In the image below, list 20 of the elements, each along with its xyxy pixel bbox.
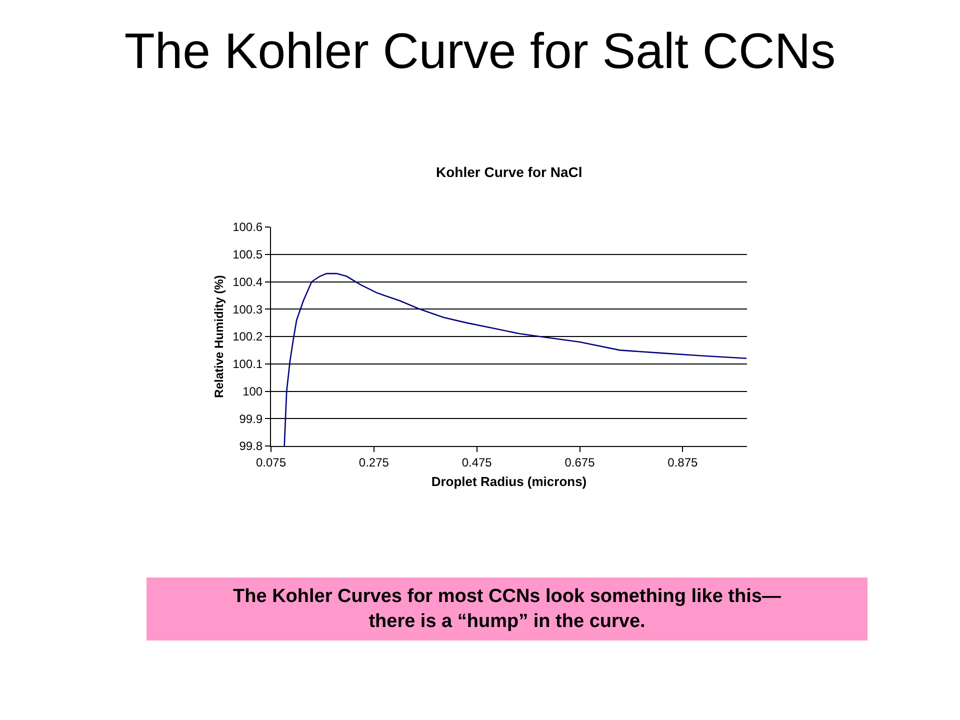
y-tick-label: 100.3: [232, 302, 263, 316]
y-tick-label: 100: [242, 384, 263, 398]
chart-title: The Kohler Curve for Salt CCNs: [124, 22, 836, 79]
x-axis-title: Droplet Radius (microns): [431, 474, 587, 489]
y-tick-label: 100.4: [232, 274, 263, 289]
y-tick-label: 100.6: [232, 220, 263, 234]
line-series: [284, 272, 747, 446]
text: The Kohler Curves for most CCNs look something like this— there is a “hump” in the curve.: [233, 586, 781, 632]
y-tick-label: 100.2: [232, 330, 263, 344]
y-tick-label: 99.8: [239, 439, 263, 454]
x-tick-label: 0.675: [564, 455, 596, 470]
x-tick-label: 0.875: [668, 455, 698, 470]
x-tick-label: 0.275: [358, 455, 390, 470]
y-tick-label: 100.5: [232, 248, 263, 262]
x-tick-label: 0.475: [462, 455, 492, 470]
y-axis-title: Relative Humidity (%): [212, 275, 226, 398]
chart-subtitle: Kohler Curve for NaCl: [436, 164, 582, 180]
y-tick-label: 100.1: [232, 357, 263, 372]
y-tick-label: 99.9: [239, 412, 263, 426]
x-tick-label: 0.075: [256, 455, 286, 470]
